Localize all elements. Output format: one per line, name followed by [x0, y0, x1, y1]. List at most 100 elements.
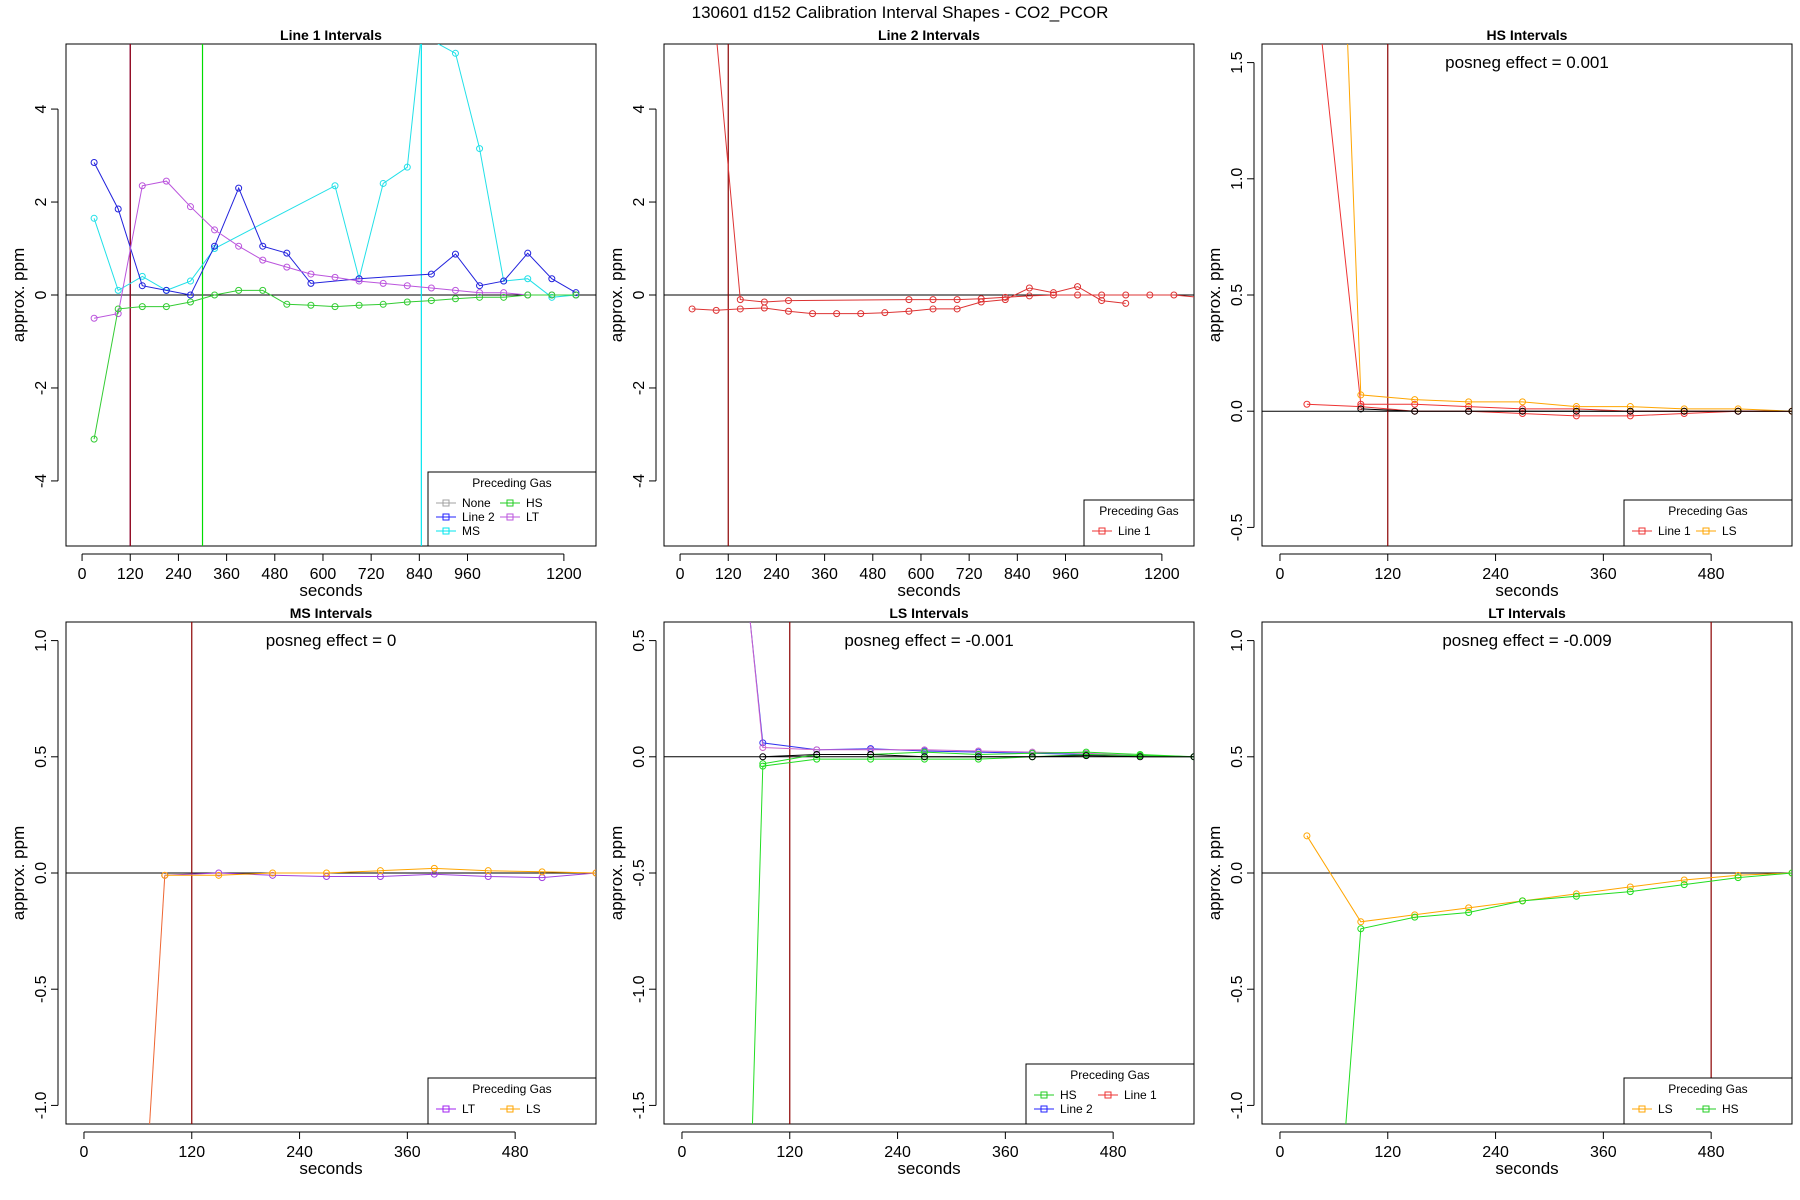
data-point [1626, 407, 1634, 415]
legend-entry-label: Line 2 [1060, 1102, 1093, 1116]
y-tick-label: 1.5 [1229, 51, 1246, 73]
data-point [572, 289, 580, 297]
chart-panel-5: LS Intervals 0 120 240 360 480 seconds -1.5 -1.0… [607, 605, 1195, 1178]
data-point [688, 305, 696, 313]
series-line [1306, 835, 1792, 923]
legend-box [1083, 499, 1195, 547]
x-tick-label: 240 [286, 1144, 313, 1161]
y-tick-label: -0.5 [631, 859, 648, 887]
data-point [1411, 400, 1419, 408]
x-tick-label: 1200 [546, 566, 582, 583]
legend-swatch-marker [506, 513, 514, 521]
data-point [736, 296, 744, 304]
series-line [93, 162, 577, 296]
y-tick-label: 0.5 [33, 746, 50, 768]
series-line [93, 44, 576, 298]
data-point [813, 750, 821, 758]
panel-title: Line 2 Intervals [878, 27, 980, 43]
x-axis-label: seconds [897, 581, 960, 600]
chart-panel-4: MS Intervals 0 120 240 360 480 seconds -1.0 -0.5… [9, 605, 597, 1178]
data-point [1734, 871, 1742, 879]
data-point [921, 746, 929, 754]
data-point [1572, 403, 1580, 411]
data-point [355, 277, 363, 285]
x-tick-label: 840 [406, 566, 433, 583]
x-tick-label: 0 [1276, 566, 1285, 583]
legend-swatch-marker [1104, 1091, 1112, 1099]
legend: Preceding Gas None HS Line 2 LT MS [427, 471, 597, 547]
data-point [259, 242, 267, 250]
data-point [331, 182, 339, 190]
data-point [1049, 291, 1057, 299]
legend-box [427, 471, 597, 547]
data-point [1082, 752, 1090, 760]
data-point [524, 249, 532, 257]
legend-title: Preceding Gas [1668, 504, 1747, 518]
x-tick-label: 360 [811, 566, 838, 583]
legend-entry-label: LS [1658, 1102, 1673, 1116]
data-point [186, 298, 194, 306]
chart-panel-6: LT Intervals 0 120 240 360 480 seconds -1.0 -0.5… [1205, 605, 1793, 1178]
data-point [476, 293, 484, 301]
data-point [114, 305, 122, 313]
x-tick-label: 120 [117, 566, 144, 583]
data-point [1788, 869, 1792, 877]
data-point [186, 277, 194, 285]
x-axis-label: seconds [1495, 581, 1558, 600]
legend-entry-label: LT [462, 1102, 476, 1116]
legend-swatch-marker [1098, 527, 1106, 535]
x-tick-label: 360 [1590, 566, 1617, 583]
legend-swatch-marker [442, 513, 450, 521]
data-point [138, 282, 146, 290]
x-tick-label: 840 [1004, 566, 1031, 583]
x-tick-label: 240 [1482, 566, 1509, 583]
y-axis-label: approx. ppm [607, 248, 626, 343]
data-point [548, 291, 556, 299]
y-axis-label: approx. ppm [1205, 826, 1224, 921]
data-point [548, 293, 556, 301]
data-point [1146, 291, 1154, 299]
data-point [867, 750, 875, 758]
x-tick-label: 960 [1052, 566, 1079, 583]
x-tick-label: 720 [956, 566, 983, 583]
data-point [974, 753, 982, 761]
plot-content [1262, 622, 1792, 1124]
y-tick-label: 2 [33, 197, 50, 206]
x-tick-label: 240 [165, 566, 192, 583]
x-tick-label: 0 [678, 1144, 687, 1161]
y-tick-label: -1.0 [1229, 1092, 1246, 1120]
data-point [403, 298, 411, 306]
y-axis-label: approx. ppm [9, 826, 28, 921]
data-point [451, 49, 459, 57]
data-point [215, 871, 223, 879]
data-point [259, 286, 267, 294]
data-point [1122, 291, 1130, 299]
legend: Preceding Gas Line 1 [1083, 499, 1195, 547]
data-point [813, 755, 821, 763]
data-point [1680, 881, 1688, 889]
plot-content [664, 622, 1194, 1124]
y-tick-label: 0.0 [1229, 400, 1246, 422]
series-line [692, 286, 1126, 315]
data-point [138, 182, 146, 190]
y-tick-label: -2 [631, 381, 648, 395]
legend-swatch-marker [1638, 1105, 1646, 1113]
data-point [1357, 925, 1365, 933]
data-point [235, 286, 243, 294]
legend: Preceding Gas LS HS [1623, 1077, 1793, 1125]
series-line [164, 872, 596, 879]
data-point [784, 297, 792, 305]
data-point [977, 298, 985, 306]
data-point [867, 746, 875, 754]
x-tick-label: 120 [178, 1144, 205, 1161]
x-tick-label: 360 [394, 1144, 421, 1161]
data-point [500, 289, 508, 297]
x-tick-label: 0 [676, 566, 685, 583]
posneg-annotation: posneg effect = 0 [266, 631, 397, 650]
data-point [430, 864, 438, 872]
data-point [1519, 405, 1527, 413]
data-point [379, 279, 387, 287]
y-tick-label: 0.0 [1229, 862, 1246, 884]
data-point [1170, 291, 1178, 299]
